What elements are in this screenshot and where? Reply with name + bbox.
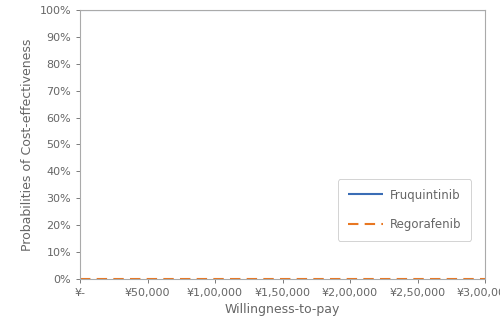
X-axis label: Willingness-to-pay: Willingness-to-pay xyxy=(225,303,340,316)
Legend: Fruquintinib, Regorafenib: Fruquintinib, Regorafenib xyxy=(338,179,471,241)
Y-axis label: Probabilities of Cost-effectiveness: Probabilities of Cost-effectiveness xyxy=(21,38,34,251)
